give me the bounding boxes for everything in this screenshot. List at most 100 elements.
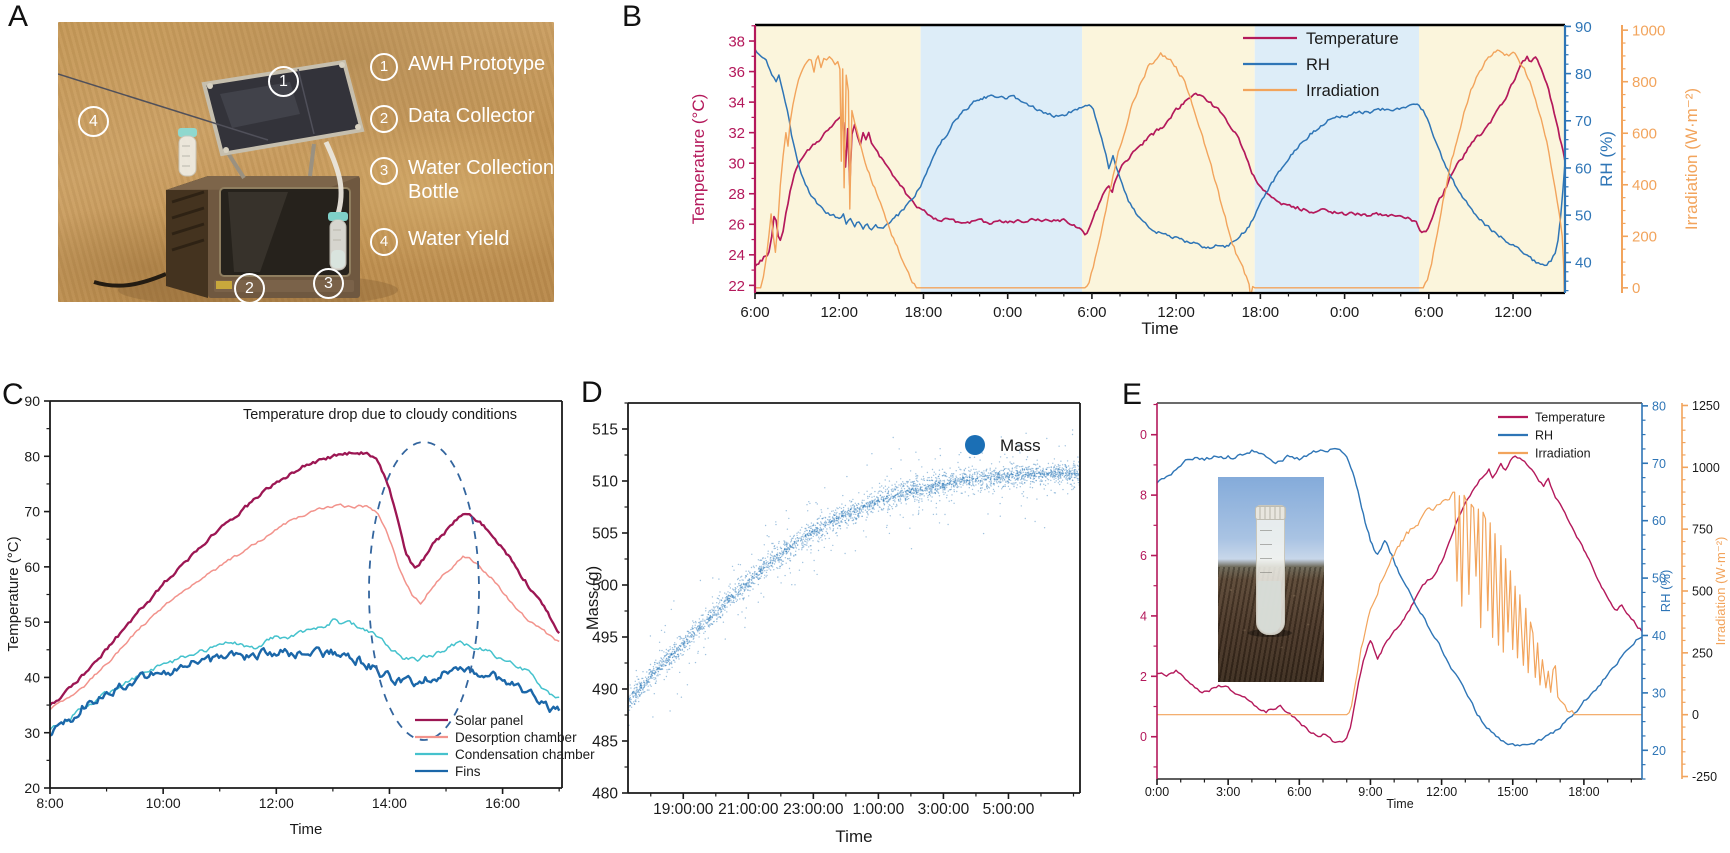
svg-text:22: 22 [728,278,745,295]
circled-number-4-icon: 4 [370,228,398,256]
svg-text:Time: Time [835,827,872,846]
svg-text:24: 24 [728,247,745,264]
svg-text:60: 60 [24,559,40,575]
svg-text:18:00: 18:00 [905,304,943,321]
legend: Temperature RH Irradiation [1498,411,1605,461]
callout-3-water-bottle: 3 [313,268,344,299]
svg-text:Irradiation (W·m⁻²): Irradiation (W·m⁻²) [1682,88,1701,230]
annotation-item-water-yield: 4 Water Yield [370,227,554,256]
svg-text:38: 38 [728,33,745,50]
svg-text:1000: 1000 [1692,461,1720,475]
svg-text:0: 0 [1692,708,1699,722]
svg-text:40: 40 [1575,255,1592,272]
circled-number-3-icon: 3 [370,157,398,185]
svg-text:485: 485 [592,734,618,751]
svg-text:36: 36 [728,64,745,81]
svg-text:80: 80 [24,448,40,464]
svg-text:70: 70 [1652,457,1666,471]
svg-text:30: 30 [728,156,745,173]
svg-text:515: 515 [592,422,618,439]
series-irradiation [755,49,1565,293]
svg-text:30: 30 [1652,686,1666,700]
svg-text:505: 505 [592,526,618,543]
day-night-band [1419,25,1565,293]
svg-text:Temperature drop due to cloudy: Temperature drop due to cloudy condition… [243,407,517,423]
svg-text:18:00: 18:00 [1568,785,1599,799]
svg-text:RH (%): RH (%) [1658,570,1673,613]
svg-text:90: 90 [24,393,40,409]
svg-text:23:00:00: 23:00:00 [783,801,844,818]
svg-text:0:00: 0:00 [993,304,1022,321]
svg-text:200: 200 [1632,229,1657,246]
svg-text:10: 10 [1140,730,1147,744]
svg-text:30: 30 [24,725,40,741]
chart-panel-c-component-temperatures: 20 30 40 50 60 70 80 90 Temperature (°C) 8:00 10:0… [5,393,595,838]
tube-cap [1255,506,1286,520]
svg-text:28: 28 [728,186,745,203]
svg-text:1000: 1000 [1632,23,1665,40]
annotation-label: Water Collection Bottle [408,157,554,203]
svg-text:12: 12 [1140,670,1147,684]
svg-text:Condensation chamber: Condensation chamber [455,747,595,762]
svg-text:60: 60 [1652,514,1666,528]
svg-text:14:00: 14:00 [372,795,407,811]
svg-text:RH: RH [1306,56,1330,74]
annotation-item-water-collection-bottle: 3 Water Collection Bottle [370,156,554,204]
svg-text:3:00: 3:00 [1216,785,1240,799]
legend: Temperature RH Irradiation [1243,30,1399,100]
svg-text:60: 60 [1575,160,1592,177]
callout-4-water-yield: 4 [78,106,109,137]
circled-number-1-icon: 1 [370,53,398,81]
series-desorption-chamber [50,503,560,711]
annotation-label: Water Yield [408,228,510,250]
annotation-item-awh-prototype: 1 AWH Prototype [370,52,554,81]
svg-text:495: 495 [592,630,618,647]
svg-text:20: 20 [1652,744,1666,758]
chart-panel-d-mass-scatter: 480 485 490 495 500 505 510 515 Mass (g) 19:00:00… [584,402,1081,846]
svg-text:5:00:00: 5:00:00 [983,801,1035,818]
svg-text:250: 250 [1692,646,1713,660]
svg-text:RH (%): RH (%) [1597,131,1616,187]
svg-text:80: 80 [1575,66,1592,83]
callout-1-awh-prototype: 1 [268,66,299,97]
svg-text:Temperature: Temperature [1306,30,1399,48]
svg-text:6:00: 6:00 [740,304,769,321]
svg-text:10:00: 10:00 [146,795,181,811]
day-night-band [755,25,921,293]
panel-label-d: D [581,376,603,409]
callout-2-data-collector: 2 [234,273,265,302]
series-temperature [1157,455,1642,744]
svg-text:500: 500 [1692,585,1713,599]
photo-annotation-list: 1 AWH Prototype 2 Data Collector 3 Water… [370,52,554,279]
svg-text:480: 480 [592,786,618,803]
collection-tube [1255,505,1286,635]
svg-text:15:00: 15:00 [1497,785,1528,799]
svg-text:1250: 1250 [1692,399,1720,413]
panel-label-b: B [622,0,643,33]
svg-text:12:00: 12:00 [820,304,858,321]
svg-text:Desorption chamber: Desorption chamber [455,730,577,745]
svg-text:50: 50 [1652,572,1666,586]
svg-text:0: 0 [1632,280,1640,297]
svg-text:6:00: 6:00 [1414,304,1443,321]
svg-text:Temperature: Temperature [1535,411,1605,425]
day-night-band [1082,25,1255,293]
svg-text:70: 70 [24,504,40,520]
svg-text:-250: -250 [1692,770,1717,784]
svg-text:80: 80 [1652,399,1666,413]
awh-field-photo: 1 4 3 2 1 AWH Prototype 2 Data Collector… [58,22,554,302]
panel-label-c: C [2,378,24,411]
svg-text:26: 26 [728,217,745,234]
svg-text:16: 16 [1140,549,1147,563]
panel-label-a: A [8,0,29,33]
scatter-mass-points [628,429,1080,726]
svg-text:Fins: Fins [455,764,481,779]
svg-text:510: 510 [592,474,618,491]
svg-text:14: 14 [1140,609,1147,623]
svg-text:34: 34 [728,95,745,112]
series-rh [1157,447,1642,747]
highlight-ellipse [368,441,480,741]
series-solar-panel [50,451,561,706]
svg-text:800: 800 [1632,74,1657,91]
